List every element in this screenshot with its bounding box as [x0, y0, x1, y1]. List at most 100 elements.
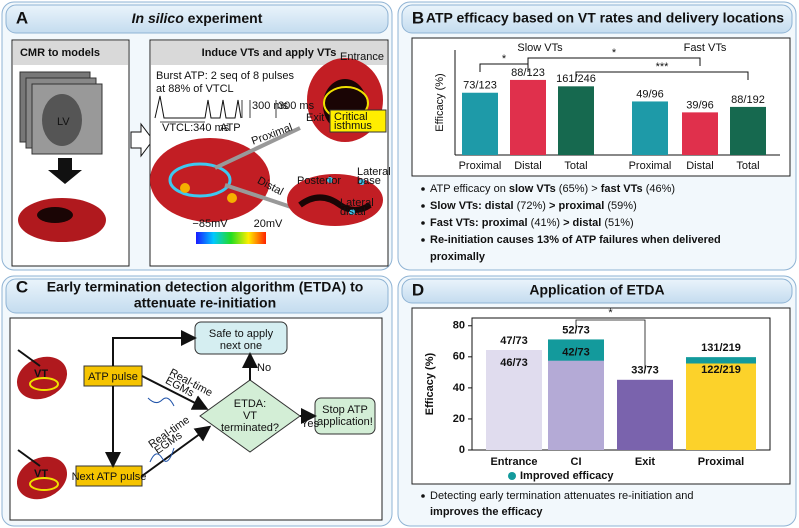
bullets: ATP efficacy on slow VTs (65%) > fast VT…: [421, 183, 721, 263]
text-segment: slow VTs: [509, 183, 556, 195]
box-title: CMR to models: [20, 47, 100, 59]
group-label: Slow VTs: [517, 42, 563, 54]
x-tick-label: Exit: [635, 456, 656, 468]
text-segment: (65%) >: [556, 183, 601, 195]
bar: [617, 379, 673, 450]
x-tick-label: Distal: [686, 160, 714, 172]
y-tick-label: 40: [453, 382, 465, 394]
significance-bracket: [575, 319, 646, 370]
significance-label: ***: [656, 61, 670, 73]
x-tick-label: CI: [571, 456, 582, 468]
node-label: next one: [220, 340, 262, 352]
significance-bracket: [479, 63, 529, 72]
label: base: [357, 175, 381, 187]
protocol: at 88% of VTCL: [156, 83, 234, 95]
panel-title: Application of ETDA: [529, 282, 664, 298]
title-part: experiment: [184, 10, 263, 26]
text-segment: (51%): [601, 217, 633, 229]
label: VT: [34, 468, 48, 480]
label: 300 ms: [278, 100, 315, 112]
bullet-dot: [421, 187, 425, 191]
text-segment: (46%): [643, 183, 675, 195]
label: Exit: [306, 112, 324, 124]
text-segment: (72%): [514, 200, 549, 212]
label: Lateral: [340, 197, 374, 209]
colorbar-label: 20mV: [254, 218, 283, 230]
value-label: 122/219: [701, 364, 741, 376]
text-segment: (59%): [604, 200, 636, 212]
group-label: Fast VTs: [684, 42, 727, 54]
bar: [486, 349, 542, 450]
x-tick-label: Entrance: [490, 456, 537, 468]
significance-label: *: [608, 307, 613, 319]
label: isthmus: [334, 120, 372, 132]
y-tick-label: 80: [453, 320, 465, 332]
bullet-dot: [421, 221, 425, 225]
text-segment: (41%): [528, 217, 563, 229]
text-segment: > distal: [563, 217, 601, 229]
panel-label: A: [16, 8, 28, 27]
label: Critical: [334, 111, 368, 123]
significance-label: *: [612, 47, 617, 59]
value-label: 47/73: [500, 335, 528, 347]
label: 300 ms: [252, 100, 289, 112]
text-segment: Re-initiation causes 13% of ATP failures…: [430, 234, 721, 246]
text-segment: ATP efficacy on: [430, 183, 509, 195]
significance-label: *: [502, 53, 507, 65]
x-tick-label: Proximal: [698, 456, 744, 468]
y-tick-label: 0: [459, 444, 465, 456]
bar: [510, 79, 546, 155]
bullet-dot: [421, 494, 425, 498]
significance-bracket: [575, 71, 749, 80]
chart-b: Efficacy (%) 73/123Proximal88/123Distal16…: [434, 42, 780, 172]
y-tick-label: 60: [453, 351, 465, 363]
value-label: 73/123: [463, 80, 497, 92]
flowchart-art: [9, 317, 383, 521]
bullet-dot: [421, 238, 425, 242]
label: ATP: [220, 122, 241, 134]
label: Lateral: [357, 166, 391, 178]
legend-label: Improved efficacy: [520, 470, 614, 482]
text-segment: proximally: [430, 251, 486, 263]
improved-value-label: 46/73: [500, 357, 528, 369]
value-label: 33/73: [631, 365, 659, 377]
value-label: 42/73: [562, 346, 590, 358]
legend-marker: [508, 472, 516, 480]
text-segment: fast VTs: [601, 183, 643, 195]
text-segment: improves the efficacy: [430, 506, 543, 518]
value-label: 88/123: [511, 67, 545, 79]
panel-title: In silico experiment: [132, 10, 263, 26]
bullet-text: improves the efficacy: [430, 506, 543, 518]
bar: [558, 86, 594, 155]
x-tick-label: Total: [736, 160, 759, 172]
bar: [682, 112, 718, 155]
label: VT: [34, 368, 48, 380]
panel-label: B: [412, 8, 424, 27]
value-label: 88/192: [731, 94, 765, 106]
panel-title: Early termination detection algorithm (E…: [47, 279, 364, 295]
bullet-dot: [421, 204, 425, 208]
edge-label: Yes: [301, 418, 319, 430]
bar: [548, 360, 604, 450]
bar: [462, 92, 498, 155]
bar: [730, 106, 766, 155]
panel-title: ATP efficacy based on VT rates and deliv…: [426, 10, 784, 26]
improved-value-label: 52/73: [562, 324, 590, 336]
node-label: ETDA:: [234, 398, 266, 410]
bar: [686, 363, 756, 450]
value-label: 49/96: [636, 88, 664, 100]
node-label: Next ATP pulse: [72, 471, 147, 483]
panel-label: C: [16, 277, 28, 296]
bullet-text: proximally: [430, 251, 486, 263]
improved-value-label: 131/219: [701, 342, 741, 354]
bullet-text: Fast VTs: proximal (41%) > distal (51%): [430, 217, 634, 229]
colorbar-label: −85mV: [192, 218, 228, 230]
label: Entrance: [340, 51, 384, 63]
label: VTCL:340 ms: [162, 122, 230, 134]
value-label: 39/96: [686, 99, 714, 111]
edge-label: No: [257, 362, 271, 374]
label: Posterior: [297, 175, 341, 187]
x-tick-label: Total: [564, 160, 587, 172]
bar: [632, 101, 668, 155]
label: distal: [340, 206, 366, 218]
